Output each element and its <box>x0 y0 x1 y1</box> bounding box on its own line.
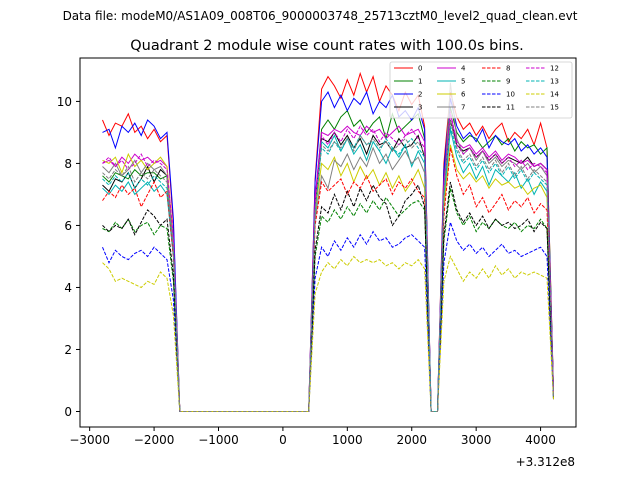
legend-label-13: 13 <box>550 78 559 86</box>
y-tick-label: 0 <box>64 405 72 419</box>
series-line-5 <box>102 129 554 412</box>
x-tick-label: −3000 <box>69 433 110 447</box>
series-line-12 <box>102 110 554 412</box>
legend-label-2: 2 <box>418 91 422 99</box>
y-tick-label: 8 <box>64 157 72 171</box>
y-tick-label: 4 <box>64 281 72 295</box>
series-line-14 <box>102 255 554 412</box>
legend-label-12: 12 <box>550 65 559 73</box>
series-line-15 <box>102 119 554 412</box>
series-line-2 <box>102 90 554 412</box>
x-tick-label: 1000 <box>332 433 363 447</box>
series-line-9 <box>102 188 554 412</box>
legend-label-7: 7 <box>461 104 465 112</box>
legend-label-10: 10 <box>506 91 515 99</box>
series-line-6 <box>102 144 554 412</box>
series-line-11 <box>102 181 554 412</box>
legend-label-9: 9 <box>506 78 510 86</box>
y-tick-label: 2 <box>64 343 72 357</box>
x-tick-label: −2000 <box>134 433 175 447</box>
plot-frame <box>79 57 577 428</box>
legend-label-14: 14 <box>550 91 559 99</box>
legend-label-5: 5 <box>461 78 465 86</box>
x-tick-label: 2000 <box>396 433 427 447</box>
chart-title: Quadrant 2 module wise count rates with … <box>130 38 524 54</box>
series-line-13 <box>102 126 554 412</box>
x-axis: −3000 −2000 −1000 0 1000 2000 3000 4000 <box>69 427 556 447</box>
y-axis: 0 2 4 6 8 10 <box>57 95 80 419</box>
x-tick-label: 3000 <box>461 433 492 447</box>
plot-series <box>102 71 554 412</box>
legend-label-0: 0 <box>418 65 422 73</box>
legend-box <box>389 61 573 119</box>
series-line-7 <box>102 82 554 412</box>
legend-label-4: 4 <box>461 65 466 73</box>
series-line-0 <box>102 71 554 412</box>
legend-label-3: 3 <box>418 104 422 112</box>
legend-label-1: 1 <box>418 78 422 86</box>
legend-label-11: 11 <box>506 104 515 112</box>
x-tick-label: −1000 <box>198 433 239 447</box>
series-line-8 <box>102 147 554 412</box>
legend-label-8: 8 <box>506 65 510 73</box>
series-line-10 <box>102 222 554 412</box>
x-tick-label: 4000 <box>525 433 556 447</box>
y-tick-label: 10 <box>57 95 72 109</box>
x-tick-label: 0 <box>279 433 287 447</box>
x-axis-offset-label: +3.312e8 <box>516 455 575 469</box>
y-tick-label: 6 <box>64 219 72 233</box>
legend-label-6: 6 <box>461 91 466 99</box>
legend-label-15: 15 <box>550 104 559 112</box>
chart-suptitle: Data file: modeM0/AS1A09_008T06_90000037… <box>63 9 578 23</box>
